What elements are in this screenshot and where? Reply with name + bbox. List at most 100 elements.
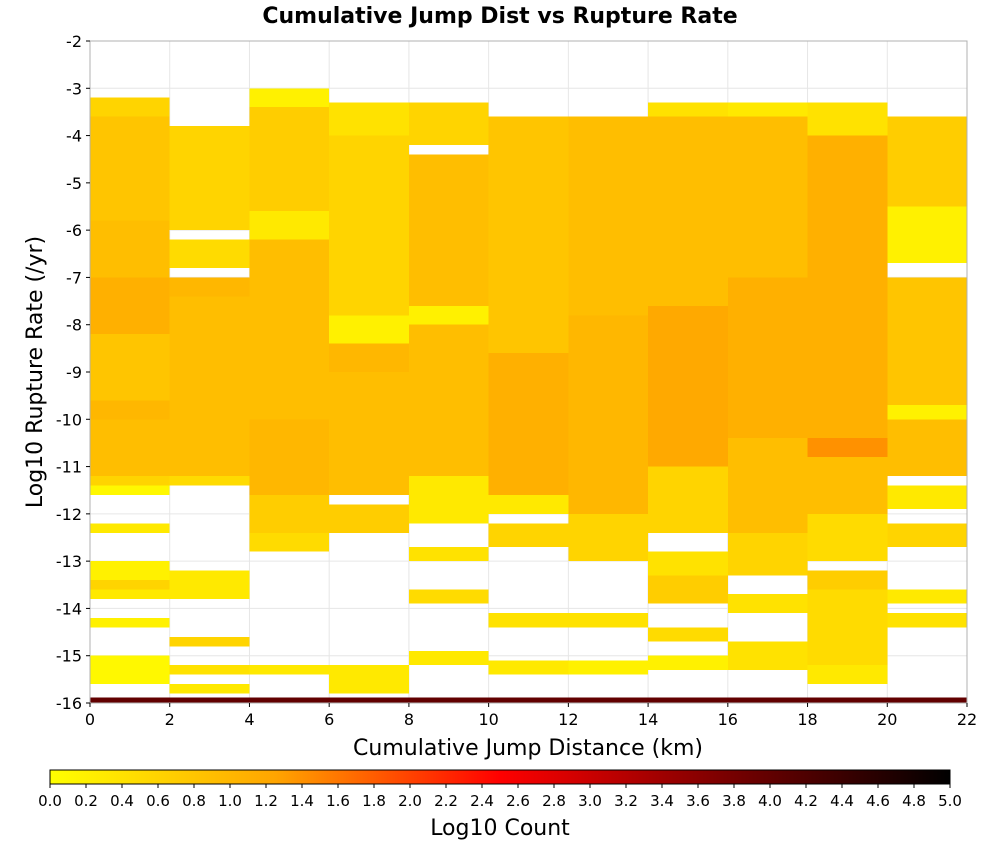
heatmap-cell — [488, 523, 569, 547]
colorbar-tick-label: 2.8 — [542, 792, 566, 810]
heatmap-cell — [727, 532, 808, 576]
heatmap-cell — [727, 277, 808, 439]
heatmap-cell — [169, 296, 250, 477]
heatmap-cell — [568, 660, 649, 675]
x-tick-label: 6 — [324, 710, 334, 729]
y-tick-label: -2 — [66, 32, 82, 51]
colorbar-tick-label: 0.4 — [110, 792, 134, 810]
heatmap-cell — [887, 277, 967, 406]
x-axis-ticks: 0 2 4 6 8 10 12 14 16 18 20 22 — [85, 703, 977, 729]
colorbar-tick-label: 1.6 — [326, 792, 350, 810]
heatmap-cell — [887, 419, 967, 477]
colorbar-tick-label: 1.0 — [218, 792, 242, 810]
heatmap-cell — [329, 102, 409, 136]
x-tick-label: 14 — [638, 710, 658, 729]
heatmap-cell — [568, 315, 649, 514]
chart-title: Cumulative Jump Dist vs Rupture Rate — [262, 4, 737, 29]
heatmap-cell — [169, 476, 250, 486]
heatmap-cell — [408, 324, 489, 477]
heatmap-cell — [568, 513, 649, 562]
heatmap-cell — [648, 305, 728, 467]
heatmap-cell — [887, 206, 967, 264]
heatmap-cell — [727, 641, 808, 670]
heatmap-cell — [408, 650, 489, 666]
heatmap-cell — [568, 613, 649, 628]
heatmap-cell — [329, 135, 409, 316]
heatmap-cell — [90, 334, 170, 401]
y-tick-label: -14 — [56, 599, 82, 618]
heatmap-cell — [90, 116, 170, 221]
heatmap-cell — [488, 494, 569, 514]
y-tick-label: -6 — [66, 221, 82, 240]
heatmap-cell — [90, 419, 170, 477]
x-tick-label: 10 — [478, 710, 498, 729]
heatmap-cell — [488, 116, 569, 354]
heatmap-cell — [249, 665, 330, 675]
y-tick-label: -16 — [56, 694, 82, 713]
heatmap-cell — [648, 466, 728, 533]
y-tick-label: -11 — [56, 458, 82, 477]
y-tick-label: -9 — [66, 363, 82, 382]
heatmap-cell — [887, 116, 967, 207]
heatmap-cell — [90, 617, 170, 628]
heatmap-cell — [488, 353, 569, 495]
colorbar-tick-label: 2.4 — [470, 792, 494, 810]
y-axis-label: Log10 Rupture Rate (/yr) — [23, 236, 48, 508]
colorbar-tick-label: 4.4 — [830, 792, 854, 810]
x-tick-label: 20 — [877, 710, 897, 729]
heatmap-cell — [807, 457, 888, 514]
heatmap-cell — [249, 239, 330, 420]
heatmap-cell — [887, 523, 967, 547]
heatmap-cell — [329, 665, 409, 694]
heatmap-cell — [408, 102, 489, 146]
heatmap-cell — [169, 239, 250, 268]
y-axis-ticks: -16 -15 -14 -13 -12 -11 -10 -9 -8 -7 -6 -5 -4 -3 -2 — [56, 32, 90, 713]
colorbar-tick-label: 0.6 — [146, 792, 170, 810]
colorbar-tick-label: 0.0 — [38, 792, 62, 810]
heatmap-cell — [249, 211, 330, 240]
heatmap-cell — [488, 660, 569, 675]
heatmap-cell — [329, 372, 409, 495]
heatmap-cell — [807, 438, 888, 458]
heatmap-cell — [807, 135, 888, 439]
colorbar-tick-label: 2.6 — [506, 792, 530, 810]
x-tick-label: 22 — [957, 710, 977, 729]
colorbar — [49, 769, 951, 785]
heatmap-cell — [408, 305, 489, 325]
heatmap-cell — [249, 494, 330, 533]
x-tick-label: 8 — [404, 710, 414, 729]
heatmap-cell — [90, 277, 170, 335]
colorbar-tick-label: 3.0 — [578, 792, 602, 810]
x-tick-label: 2 — [165, 710, 175, 729]
x-tick-label: 16 — [718, 710, 738, 729]
colorbar-tick-label: 4.6 — [866, 792, 890, 810]
heatmap-cell — [648, 655, 728, 670]
heatmap-cell — [169, 570, 250, 599]
heatmap-cell — [249, 419, 330, 495]
heatmap-cell — [90, 655, 170, 685]
heatmap-cell — [648, 102, 728, 117]
heatmap-cell — [329, 504, 409, 533]
y-tick-label: -12 — [56, 505, 82, 524]
colorbar-tick-label: 3.4 — [650, 792, 674, 810]
heatmap-cell — [90, 485, 170, 495]
heatmap-cell — [408, 546, 489, 562]
heatmap-cell — [169, 277, 250, 297]
colorbar-tick-label: 4.2 — [794, 792, 818, 810]
x-tick-label: 12 — [558, 710, 578, 729]
heatmap-cell — [90, 523, 170, 533]
colorbar-tick-label: 0.2 — [74, 792, 98, 810]
heatmap-cell — [648, 116, 728, 306]
x-tick-label: 4 — [244, 710, 254, 729]
x-tick-label: 0 — [85, 710, 95, 729]
heatmap-cell — [727, 438, 808, 533]
colorbar-tick-label: 3.2 — [614, 792, 638, 810]
heatmap-cells — [90, 88, 967, 703]
heatmap-cell — [169, 636, 250, 647]
heatmap-cell — [807, 570, 888, 590]
heatmap-cell — [807, 513, 888, 562]
heatmap-cell — [807, 665, 888, 685]
colorbar-tick-label: 2.2 — [434, 792, 458, 810]
heatmap-cell — [90, 97, 170, 117]
